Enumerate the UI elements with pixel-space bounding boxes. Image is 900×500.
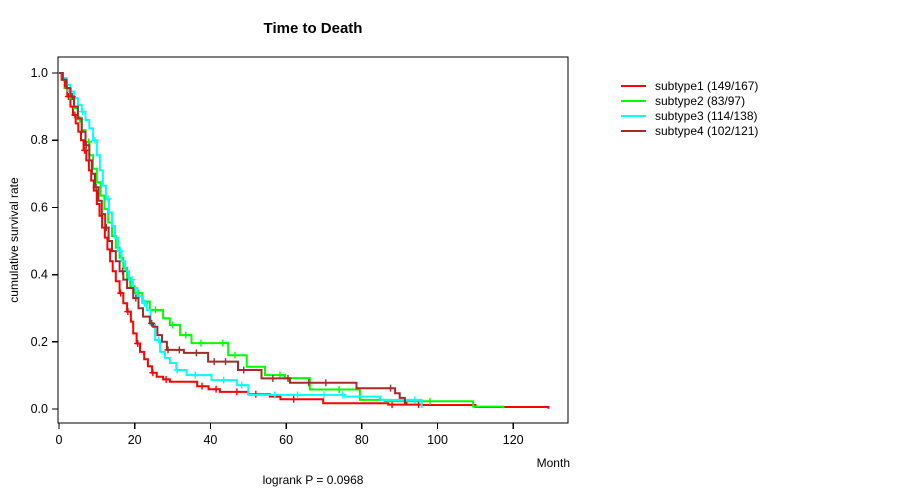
- y-axis-title: cumulative survival rate: [7, 177, 21, 303]
- legend-label-subtype2: subtype2 (83/97): [655, 93, 746, 108]
- y-axis-tick-label: 0.4: [31, 268, 48, 282]
- legend-label-subtype3: subtype3 (114/138): [655, 108, 758, 123]
- chart-title: Time to Death: [263, 20, 363, 37]
- legend-row-subtype1: subtype1 (149/167): [621, 78, 758, 93]
- legend-swatch-subtype2: [621, 99, 646, 102]
- x-axis-tick-label: 0: [56, 433, 63, 447]
- survival-curve-subtype3: [59, 72, 423, 408]
- x-axis-tick-label: 40: [203, 433, 217, 447]
- legend-swatch-subtype1: [621, 84, 646, 87]
- survival-curve-subtype4: [59, 72, 408, 406]
- legend-label-subtype4: subtype4 (102/121): [655, 123, 759, 138]
- legend-row-subtype4: subtype4 (102/121): [621, 123, 758, 138]
- y-axis-tick-label: 0.8: [31, 133, 48, 147]
- x-axis-tick-label: 100: [427, 433, 448, 447]
- y-axis-tick-label: 0.0: [31, 402, 48, 416]
- y-axis-tick-label: 0.6: [31, 200, 48, 214]
- x-axis-tick-label: 120: [503, 433, 524, 447]
- survival-curve-subtype2: [59, 72, 505, 409]
- logrank-pvalue-text: logrank P = 0.0968: [262, 473, 364, 487]
- legend-row-subtype3: subtype3 (114/138): [621, 108, 758, 123]
- x-axis-tick-label: 60: [279, 433, 293, 447]
- legend-row-subtype2: subtype2 (83/97): [621, 93, 758, 108]
- legend: subtype1 (149/167) subtype2 (83/97) subt…: [621, 78, 758, 138]
- legend-label-subtype1: subtype1 (149/167): [655, 78, 759, 93]
- y-axis-tick-label: 0.2: [31, 335, 48, 349]
- y-axis-tick-label: 1.0: [31, 66, 48, 80]
- legend-swatch-subtype3: [621, 114, 646, 117]
- legend-swatch-subtype4: [621, 129, 646, 132]
- x-axis-title: Month: [536, 456, 570, 470]
- x-axis-tick-label: 80: [355, 433, 369, 447]
- x-axis-tick-label: 20: [128, 433, 142, 447]
- survival-curve-subtype1: [59, 72, 550, 409]
- plot-box: [57, 56, 569, 424]
